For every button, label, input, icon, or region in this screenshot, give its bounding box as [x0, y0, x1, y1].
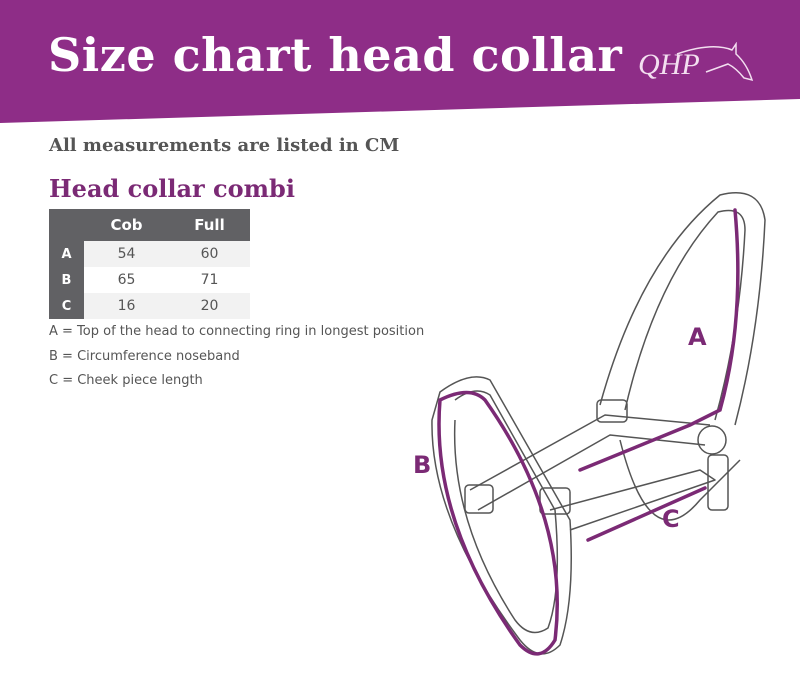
page-title: Size chart head collar	[48, 28, 623, 82]
noseband-outer	[431, 376, 572, 655]
cell-full: 20	[168, 293, 250, 319]
row-label: C	[49, 293, 84, 319]
label-a: A	[688, 323, 707, 351]
header-banner	[0, 0, 800, 123]
buckle-icon	[464, 484, 494, 514]
cheek-strap-bottom	[477, 434, 706, 511]
note-a: A = Top of the head to connecting ring i…	[49, 324, 425, 339]
legend-notes: A = Top of the head to connecting ring i…	[49, 320, 424, 394]
crown-strap-outer	[599, 192, 766, 426]
buckle-icon	[596, 399, 628, 423]
cheek-strap-top	[469, 414, 711, 491]
cell-cob: 16	[84, 293, 169, 319]
size-table: Cob Full A 54 60 B 65 71 C 16 20	[49, 209, 250, 319]
column-header: Full	[168, 209, 250, 241]
measure-line-b	[437, 390, 559, 656]
label-b: B	[413, 451, 431, 479]
qhp-logo: QHP	[632, 42, 757, 92]
chin-strap	[619, 439, 741, 521]
cell-cob: 54	[84, 241, 169, 267]
section-title: Head collar combi	[49, 174, 295, 203]
table-row: B 65 71	[49, 267, 250, 293]
noseband-inner	[453, 390, 559, 634]
label-c: C	[662, 505, 680, 533]
head-collar-diagram: A B C	[413, 192, 766, 656]
cell-full: 60	[168, 241, 250, 267]
table-header-row: Cob Full	[49, 209, 250, 241]
row-label: A	[49, 241, 84, 267]
ring-icon	[697, 425, 727, 455]
column-header	[49, 209, 84, 241]
measurement-note: All measurements are listed in CM	[49, 135, 400, 156]
note-b: B = Circumference noseband	[49, 348, 240, 364]
horse-head-icon	[676, 42, 754, 82]
cell-full: 71	[200, 272, 219, 288]
measure-line-c	[586, 486, 707, 542]
snap-clip-icon	[707, 454, 729, 511]
table-row: C 16 20	[49, 293, 250, 319]
note-c: C = Cheek piece length	[49, 373, 203, 388]
column-header: Cob	[84, 209, 169, 241]
measure-line-a	[578, 208, 740, 472]
row-label: B	[49, 267, 84, 293]
table-row: A 54 60	[49, 241, 250, 267]
cell-cob: 65	[117, 272, 136, 288]
